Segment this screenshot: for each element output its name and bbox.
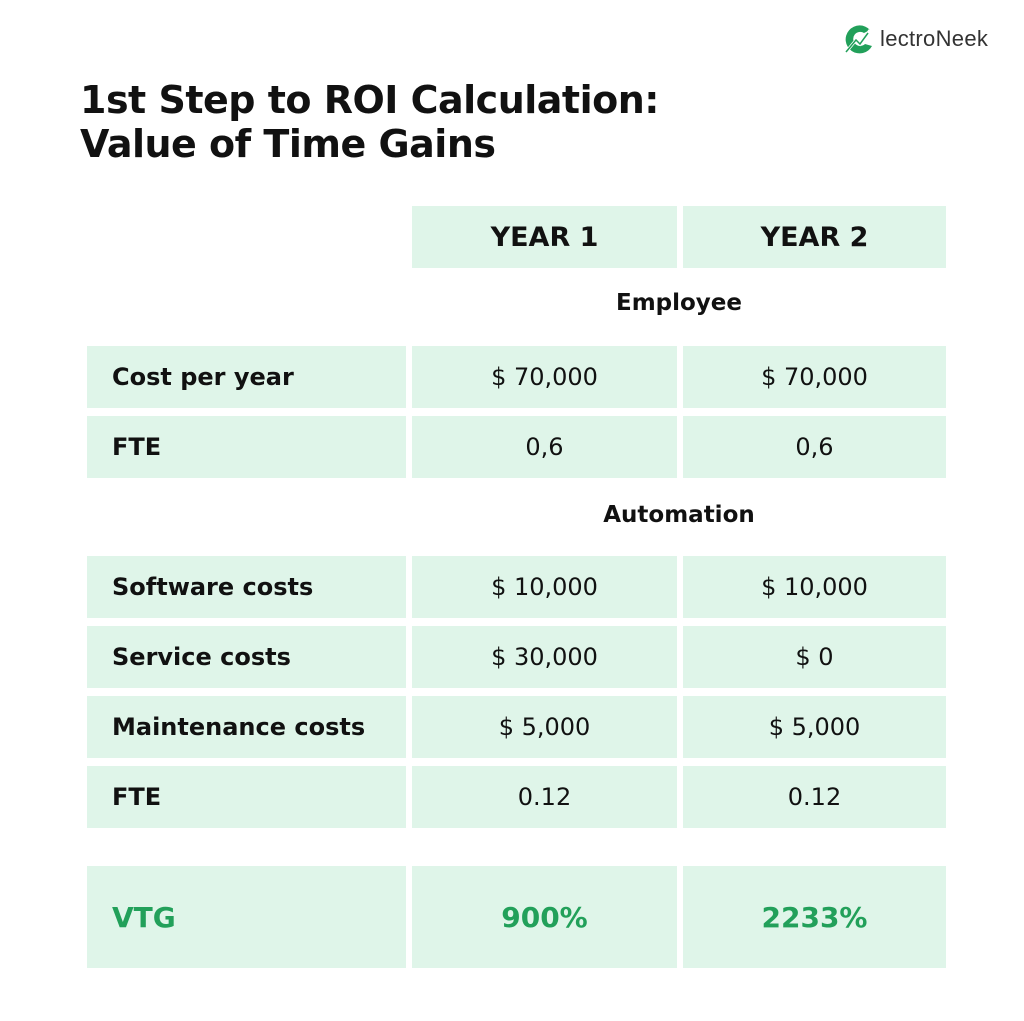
- column-header-year-1: YEAR 1: [412, 206, 677, 268]
- row-label: Service costs: [87, 626, 406, 688]
- title-line-1: 1st Step to ROI Calculation:: [80, 78, 659, 122]
- row-label: FTE: [87, 766, 406, 828]
- row-label: Cost per year: [87, 346, 406, 408]
- cell-year-2: 0.12: [683, 766, 946, 828]
- section-label-employee: Employee: [615, 290, 743, 316]
- electroneek-logo-icon: [844, 25, 872, 54]
- cell-year-2: $ 0: [683, 626, 946, 688]
- logo-text: lectroNeek: [880, 26, 989, 51]
- total-label: VTG: [87, 866, 406, 968]
- electroneek-logo: lectroNeek: [840, 20, 988, 58]
- cell-year-1: $ 10,000: [412, 556, 677, 618]
- cell-year-2: $ 5,000: [683, 696, 946, 758]
- row-label: Software costs: [87, 556, 406, 618]
- row-label: Maintenance costs: [87, 696, 406, 758]
- column-header-year-2: YEAR 2: [683, 206, 946, 268]
- total-year-1: 900%: [412, 866, 677, 968]
- title-line-2: Value of Time Gains: [80, 122, 496, 166]
- cell-year-1: $ 70,000: [412, 346, 677, 408]
- total-year-2: 2233%: [683, 866, 946, 968]
- cell-year-2: $ 10,000: [683, 556, 946, 618]
- section-label-automation: Automation: [603, 502, 755, 528]
- cell-year-1: 0.12: [412, 766, 677, 828]
- cell-year-2: $ 70,000: [683, 346, 946, 408]
- cell-year-1: 0,6: [412, 416, 677, 478]
- page-title: 1st Step to ROI Calculation: Value of Ti…: [80, 78, 659, 166]
- row-label: FTE: [87, 416, 406, 478]
- cell-year-1: $ 5,000: [412, 696, 677, 758]
- cell-year-2: 0,6: [683, 416, 946, 478]
- cell-year-1: $ 30,000: [412, 626, 677, 688]
